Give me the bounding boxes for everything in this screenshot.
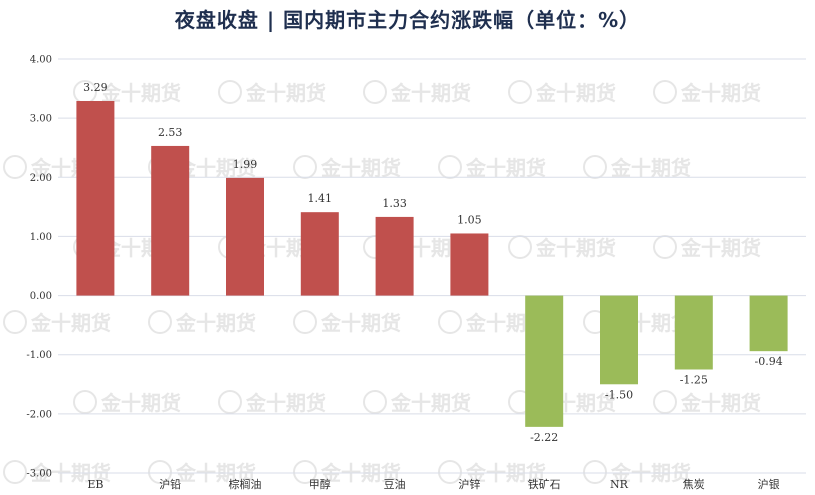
bar [300,212,339,296]
x-tick-label: 沪锌 [458,477,480,491]
y-tick-label: -2.00 [26,409,52,420]
y-tick-label: 0.00 [30,291,52,302]
watermark-8: 金十期货 [438,155,546,180]
watermark-2: 金十期货 [363,80,471,105]
watermark-20: 金十期货 [73,390,181,415]
watermark-16: 金十期货 [148,310,256,335]
bar [450,233,489,296]
y-tick-label: 4.00 [30,55,52,66]
x-tick-label: 沪银 [758,477,780,491]
svg-text:金十期货: 金十期货 [390,391,471,415]
bar [151,145,190,296]
label-layer: 3.29 EB 2.53 沪铅 1.99 棕榈油 1.41 甲醇 1.33 豆油 1.05 沪锌 -2.… [83,81,783,491]
watermark-24: 金十期货 [653,390,761,415]
svg-text:金十期货: 金十期货 [465,156,546,180]
x-tick-label: 甲醇 [309,477,331,491]
svg-text:金十期货: 金十期货 [245,81,326,105]
watermark-22: 金十期货 [363,390,471,415]
watermark-17: 金十期货 [293,310,401,335]
watermark-14: 金十期货 [653,235,761,260]
data-label: 1.05 [457,213,482,226]
bar-layer [76,100,788,427]
data-label: 2.53 [158,126,183,139]
svg-text:金十期货: 金十期货 [100,391,181,415]
bar [226,177,264,296]
svg-text:金十期货: 金十期货 [320,311,401,335]
svg-text:金十期货: 金十期货 [610,156,691,180]
svg-text:金十期货: 金十期货 [535,81,616,105]
bar [76,100,115,296]
data-label: -1.50 [605,388,633,401]
data-label: 1.99 [233,158,258,171]
watermark-13: 金十期货 [508,235,616,260]
bar [375,216,414,296]
grid-layer: 4.00 3.00 2.00 1.00 0.00 -1.00 -2.00 -3.00 [26,55,806,480]
bar [674,295,713,370]
watermark-21: 金十期货 [218,390,326,415]
bar [600,295,638,385]
x-tick-label: 焦炭 [683,478,705,491]
x-tick-label: NR [610,478,629,491]
watermark-4: 金十期货 [653,80,761,105]
y-tick-label: 1.00 [30,232,52,243]
y-tick-label: 2.00 [30,173,52,184]
svg-text:金十期货: 金十期货 [175,311,256,335]
watermark-7: 金十期货 [293,155,401,180]
y-tick-label: 3.00 [30,114,52,125]
x-tick-label: 豆油 [384,477,406,491]
data-label: -0.94 [754,355,782,368]
watermark-1: 金十期货 [218,80,326,105]
watermark-3: 金十期货 [508,80,616,105]
watermark-15: 金十期货 [3,310,111,335]
data-label: -2.22 [530,431,558,444]
data-label: 1.41 [308,192,333,205]
svg-text:金十期货: 金十期货 [245,391,326,415]
svg-text:金十期货: 金十期货 [320,156,401,180]
data-label: -1.25 [680,374,708,387]
data-label: 3.29 [83,81,108,94]
x-tick-label: 沪铅 [159,477,181,491]
y-tick-label: -1.00 [26,350,52,361]
x-tick-label: EB [87,478,103,491]
svg-text:金十期货: 金十期货 [680,81,761,105]
x-tick-label: 棕榈油 [229,477,262,491]
bar [749,295,788,352]
bar [525,295,564,427]
watermark-9: 金十期货 [583,155,691,180]
svg-text:金十期货: 金十期货 [535,236,616,260]
y-tick-label: -3.00 [26,469,52,480]
x-tick-label: 铁矿石 [528,478,561,491]
svg-text:金十期货: 金十期货 [390,81,471,105]
svg-text:金十期货: 金十期货 [30,311,111,335]
svg-text:金十期货: 金十期货 [680,236,761,260]
data-label: 1.33 [382,197,407,210]
svg-text:金十期货: 金十期货 [680,391,761,415]
chart-title: 夜盘收盘 | 国内期市主力合约涨跌幅（单位：%） [174,8,641,32]
